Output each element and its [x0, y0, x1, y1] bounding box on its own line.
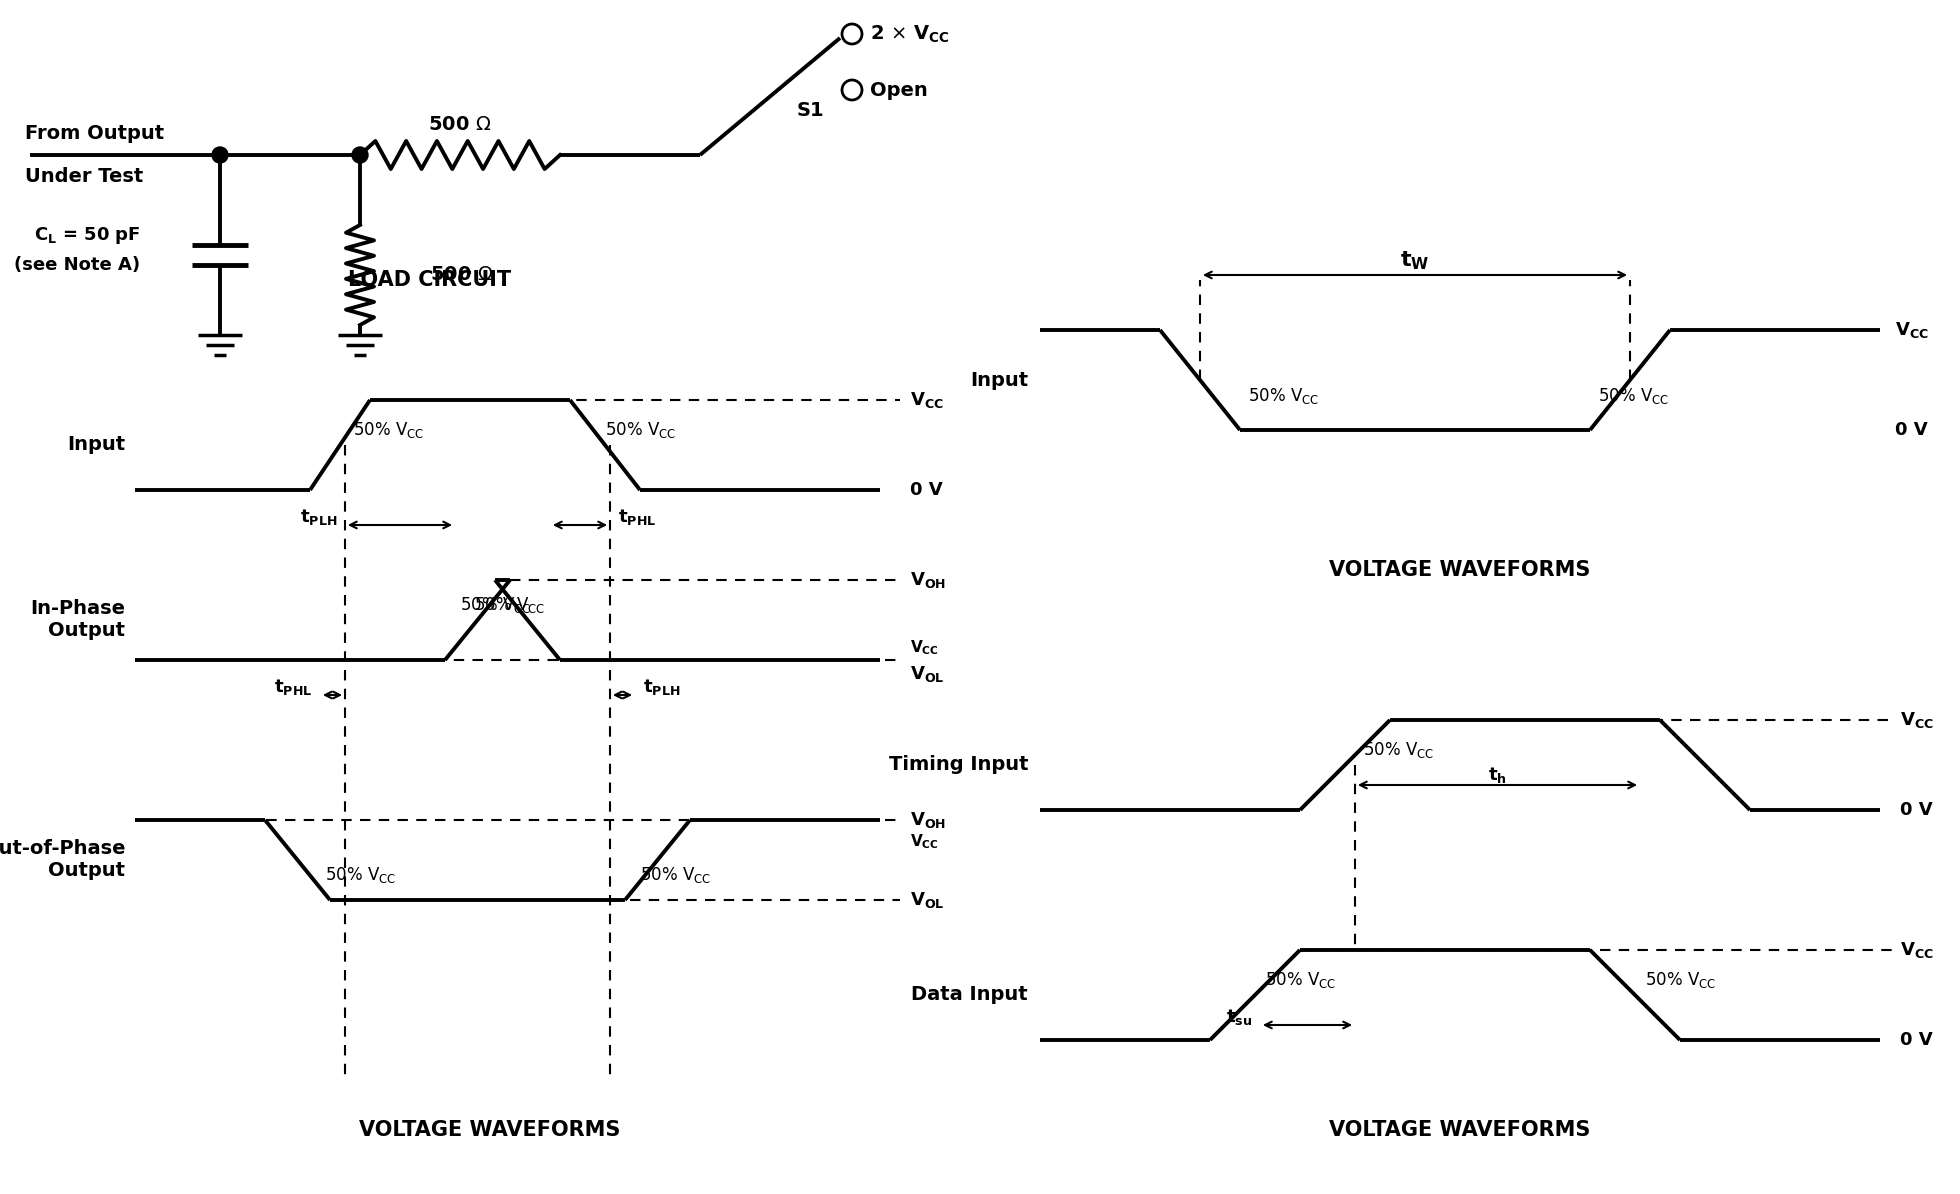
Text: V$_\mathregular{OL}$: V$_\mathregular{OL}$ [909, 890, 945, 910]
Text: 50% V$_\mathregular{CC}$: 50% V$_\mathregular{CC}$ [1644, 970, 1717, 990]
Text: Under Test: Under Test [25, 167, 143, 186]
Text: 50% V$_\mathregular{CC}$: 50% V$_\mathregular{CC}$ [1264, 970, 1337, 990]
Text: 50% V$_\mathregular{CC}$: 50% V$_\mathregular{CC}$ [461, 595, 531, 615]
Text: 0 V: 0 V [1899, 801, 1933, 819]
Text: C$_\mathregular{L}$ = 50 pF: C$_\mathregular{L}$ = 50 pF [33, 224, 139, 246]
Text: 50% V$_\mathregular{CC}$: 50% V$_\mathregular{CC}$ [353, 420, 425, 441]
Text: LOAD CIRCUIT: LOAD CIRCUIT [349, 270, 512, 290]
Text: Input: Input [970, 370, 1027, 389]
Text: Input: Input [67, 436, 125, 455]
Text: t$_\mathregular{PHL}$: t$_\mathregular{PHL}$ [274, 677, 312, 697]
Text: 50% V$_\mathregular{CC}$: 50% V$_\mathregular{CC}$ [325, 864, 396, 885]
Text: V$_\mathregular{OH}$: V$_\mathregular{OH}$ [909, 810, 947, 830]
Text: t$_\mathregular{PLH}$: t$_\mathregular{PLH}$ [643, 677, 680, 697]
Text: V$_\mathregular{CC}$: V$_\mathregular{CC}$ [1899, 710, 1935, 730]
Text: V$_\mathregular{CC}$: V$_\mathregular{CC}$ [909, 390, 945, 410]
Circle shape [353, 147, 368, 164]
Text: Out-of-Phase
Output: Out-of-Phase Output [0, 839, 125, 880]
Text: 0 V: 0 V [909, 481, 943, 499]
Text: t$_\mathregular{W}$: t$_\mathregular{W}$ [1399, 250, 1429, 272]
Text: Timing Input: Timing Input [888, 756, 1027, 775]
Text: From Output: From Output [25, 124, 165, 143]
Text: V$_\mathregular{OL}$: V$_\mathregular{OL}$ [909, 664, 945, 684]
Text: (see Note A): (see Note A) [14, 256, 139, 273]
Text: V$_\mathregular{CC}$: V$_\mathregular{CC}$ [909, 832, 939, 851]
Text: V$_\mathregular{CC}$: V$_\mathregular{CC}$ [1899, 940, 1935, 960]
Text: V$_\mathregular{CC}$: V$_\mathregular{CC}$ [1895, 320, 1929, 340]
Text: 50% V$_\mathregular{CC}$: 50% V$_\mathregular{CC}$ [1249, 386, 1319, 406]
Text: 0 V: 0 V [1899, 1030, 1933, 1050]
Text: t$_\mathregular{PLH}$: t$_\mathregular{PLH}$ [300, 507, 337, 527]
Text: t$_\mathregular{su}$: t$_\mathregular{su}$ [1225, 1007, 1252, 1027]
Text: 0 V: 0 V [1895, 421, 1927, 439]
Text: t$_\mathregular{PHL}$: t$_\mathregular{PHL}$ [617, 507, 657, 527]
Text: 50% V$_\mathregular{CC}$: 50% V$_\mathregular{CC}$ [606, 420, 676, 441]
Text: V$_\mathregular{CC}$: V$_\mathregular{CC}$ [909, 639, 939, 658]
Text: Data Input: Data Input [911, 985, 1027, 1004]
Text: S1: S1 [796, 101, 823, 121]
Text: 50% V$_\mathregular{CC}$: 50% V$_\mathregular{CC}$ [641, 864, 711, 885]
Text: 2 $\times$ V$_\mathregular{CC}$: 2 $\times$ V$_\mathregular{CC}$ [870, 24, 951, 44]
Text: 50% V$_\mathregular{CC}$: 50% V$_\mathregular{CC}$ [1597, 386, 1670, 406]
Text: t$_\mathregular{h}$: t$_\mathregular{h}$ [1488, 765, 1507, 784]
Circle shape [212, 147, 227, 164]
Text: Open: Open [870, 80, 927, 99]
Text: 500 $\Omega$: 500 $\Omega$ [429, 265, 494, 284]
Text: VOLTAGE WAVEFORMS: VOLTAGE WAVEFORMS [359, 1120, 621, 1140]
Text: In-Phase
Output: In-Phase Output [29, 599, 125, 640]
Text: 500 $\Omega$: 500 $\Omega$ [427, 116, 492, 135]
Text: VOLTAGE WAVEFORMS: VOLTAGE WAVEFORMS [1329, 560, 1592, 580]
Text: V$_\mathregular{OH}$: V$_\mathregular{OH}$ [909, 570, 947, 590]
Text: VOLTAGE WAVEFORMS: VOLTAGE WAVEFORMS [1329, 1120, 1592, 1140]
Text: 50% V$_\mathregular{CC}$: 50% V$_\mathregular{CC}$ [474, 595, 545, 615]
Text: 50% V$_\mathregular{CC}$: 50% V$_\mathregular{CC}$ [1362, 740, 1435, 761]
